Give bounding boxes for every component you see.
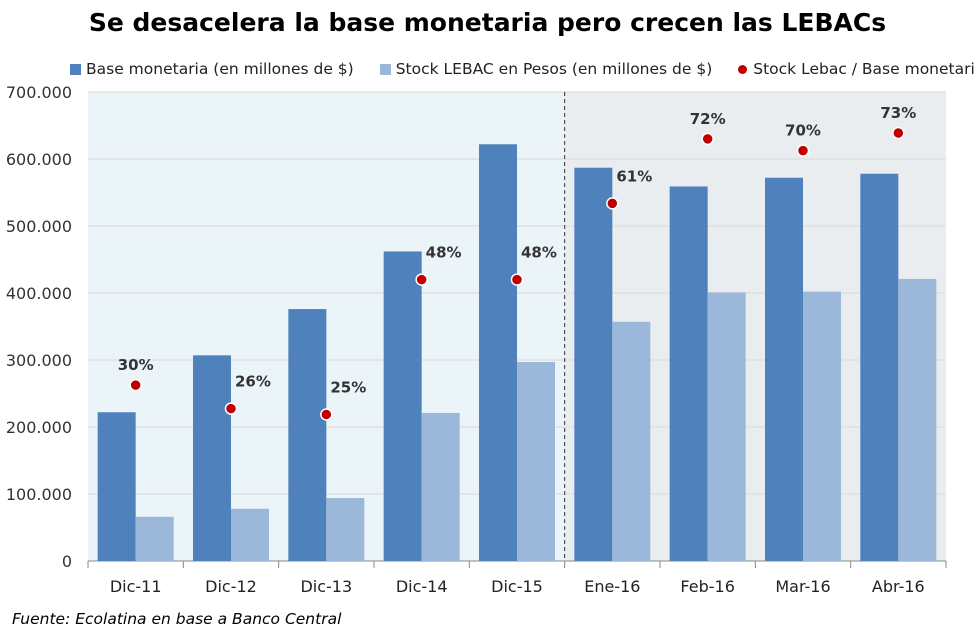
ratio-marker (510, 273, 524, 286)
y-tick-label: 500.000 (6, 217, 72, 236)
ratio-data-label: 70% (785, 122, 821, 140)
ratio-marker (415, 273, 428, 286)
y-tick-label: 300.000 (6, 351, 72, 370)
bar-stock-lebac (135, 516, 174, 561)
bar-base-monetaria (288, 309, 327, 561)
y-tick-label: 700.000 (6, 83, 72, 102)
x-tick-label: Dic-13 (300, 577, 352, 596)
legend-label-stock-lebac: Stock LEBAC en Pesos (en millones de $) (395, 60, 713, 78)
bar-base-monetaria (97, 412, 136, 561)
legend-item-base-monetaria: Base monetaria (en millones de $) (70, 60, 354, 78)
bar-stock-lebac (707, 292, 746, 561)
legend-item-stock-lebac: Stock LEBAC en Pesos (en millones de $) (379, 60, 713, 78)
ratio-data-label: 30% (118, 356, 154, 374)
y-tick-label: 200.000 (6, 418, 72, 437)
bar-stock-lebac (803, 291, 841, 561)
x-tick-label: Mar-16 (775, 577, 830, 596)
bar-base-monetaria (765, 177, 803, 561)
x-tick-label: Dic-15 (491, 577, 543, 596)
y-tick-label: 100.000 (6, 485, 72, 504)
ratio-marker (796, 144, 810, 157)
ratio-data-label: 61% (616, 167, 652, 185)
bar-stock-lebac (517, 362, 555, 561)
ratio-marker (129, 378, 142, 392)
ratio-data-label: 48% (426, 244, 462, 262)
bar-stock-lebac (421, 412, 460, 561)
legend: Base monetaria (en millones de $) Stock … (70, 58, 975, 80)
x-tick-label: Dic-12 (205, 577, 257, 596)
bar-base-monetaria (383, 251, 422, 561)
y-tick-label: 400.000 (6, 284, 72, 303)
y-tick-label: 600.000 (6, 150, 72, 169)
ratio-marker (892, 126, 905, 140)
bar-stock-lebac (898, 278, 937, 561)
bar-stock-lebac (612, 321, 651, 561)
ratio-data-label: 48% (521, 244, 557, 262)
x-tick-label: Feb-16 (680, 577, 734, 596)
chart-title: Se desacelera la base monetaria pero cre… (88, 8, 887, 37)
legend-label-base-monetaria: Base monetaria (en millones de $) (86, 60, 354, 78)
y-tick-label: 0 (62, 552, 72, 571)
legend-item-ratio: Stock Lebac / Base monetaria (738, 60, 975, 78)
bar-stock-lebac (231, 508, 269, 561)
x-tick-label: Abr-16 (872, 577, 925, 596)
ratio-data-label: 73% (880, 104, 916, 122)
bar-base-monetaria (669, 186, 708, 561)
legend-label-ratio: Stock Lebac / Base monetaria (753, 60, 975, 78)
bar-base-monetaria (193, 355, 231, 561)
bar-base-monetaria (574, 167, 613, 561)
ratio-data-label: 26% (235, 373, 271, 391)
ratio-marker (606, 197, 619, 210)
ratio-marker (320, 408, 333, 421)
legend-marker-ratio (738, 64, 748, 74)
bar-stock-lebac (326, 498, 365, 561)
ratio-data-label: 72% (690, 110, 726, 128)
bar-base-monetaria (860, 173, 899, 562)
x-tick-label: Dic-14 (396, 577, 448, 596)
x-tick-label: Ene-16 (584, 577, 640, 596)
legend-swatch-base-monetaria (70, 63, 81, 75)
ratio-data-label: 25% (330, 378, 366, 396)
bar-base-monetaria (479, 144, 517, 561)
x-tick-label: Dic-11 (110, 577, 162, 596)
legend-swatch-stock-lebac (379, 63, 391, 75)
ratio-marker (224, 402, 238, 415)
source-note: Fuente: Ecolatina en base a Banco Centra… (12, 610, 342, 628)
ratio-marker (701, 132, 714, 146)
